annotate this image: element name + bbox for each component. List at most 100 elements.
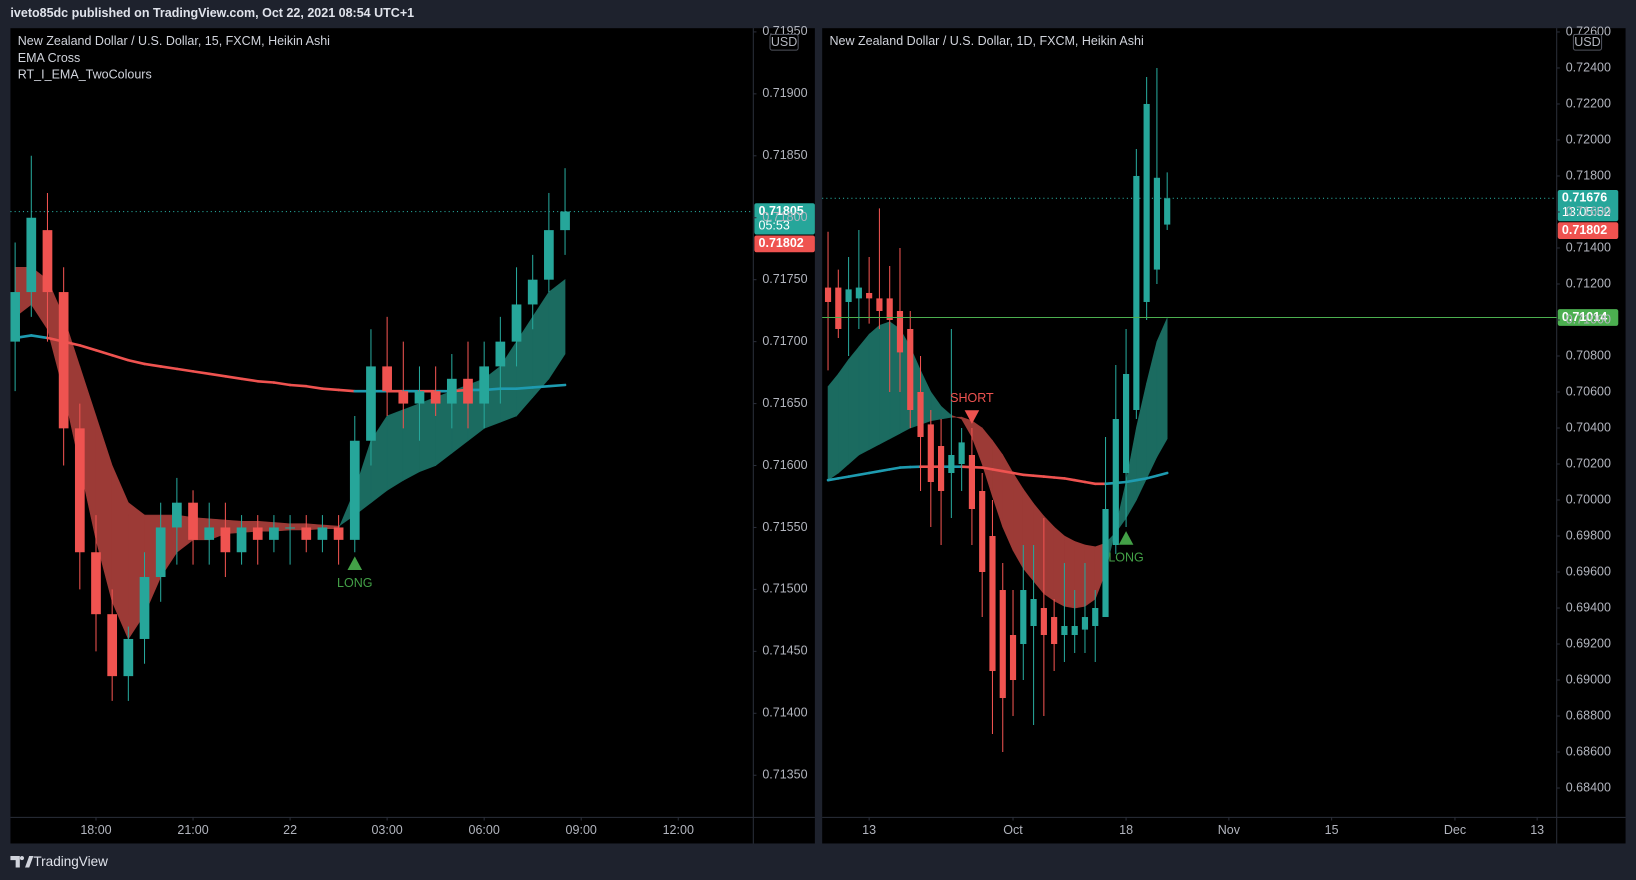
ema-ribbon (1043, 515, 1055, 602)
ema-line (857, 471, 871, 477)
ema-ribbon (868, 324, 880, 451)
y-tick-label: 0.70400 (1566, 420, 1611, 434)
signal-label: SHORT (950, 391, 994, 405)
footer-brand: TradingView (33, 854, 108, 869)
y-tick-label: 0.72000 (1566, 132, 1611, 146)
ema-ribbon (1053, 526, 1065, 607)
candle-body (896, 310, 904, 353)
candle-body (989, 536, 996, 672)
currency-label: USD (1574, 35, 1600, 49)
x-tick-label: Dec (1444, 823, 1466, 837)
ema-line (980, 466, 994, 471)
x-tick-label: 22 (283, 823, 297, 837)
signal-arrow (347, 556, 363, 570)
ema-line (1073, 478, 1087, 484)
indicator-name: EMA Cross (18, 51, 81, 65)
candle-body (252, 527, 263, 540)
ema-line (888, 466, 902, 471)
y-tick-label: 0.71900 (762, 86, 807, 100)
y-tick-label: 0.70800 (1566, 348, 1611, 362)
candle-body (139, 577, 150, 639)
ema-line (78, 344, 98, 352)
ema-line (847, 473, 861, 478)
candle-body (333, 527, 344, 540)
ema-line (1135, 477, 1148, 482)
y-tick-label: 0.71850 (762, 148, 807, 162)
ema-line (991, 468, 1005, 473)
chart-title: New Zealand Dollar / U.S. Dollar, 1D, FX… (829, 34, 1143, 48)
candle-body (1133, 175, 1140, 410)
ema-ribbon (1074, 540, 1086, 609)
x-tick-label: 13 (862, 823, 876, 837)
candle-body (886, 298, 893, 320)
candle-body (123, 638, 134, 677)
candle-body (1030, 599, 1037, 627)
signal-arrow (1118, 531, 1134, 545)
ema-line (1042, 475, 1056, 479)
candle-body (1153, 177, 1160, 270)
ema-line (337, 388, 357, 393)
candle-body (155, 527, 166, 578)
candle-body (236, 527, 247, 553)
prev-close-label: 0.71802 (759, 236, 804, 250)
candle-body (317, 527, 328, 540)
ema-line (1124, 478, 1138, 484)
candle-body (1122, 373, 1130, 473)
ema-ribbon (548, 279, 566, 380)
currency-label: USD (771, 35, 797, 49)
header-text: iveto85dc published on TradingView.com, … (10, 6, 414, 20)
x-tick-label: 21:00 (177, 823, 208, 837)
candle-body (958, 442, 965, 464)
x-tick-label: 13 (1530, 823, 1544, 837)
ema-line (867, 469, 881, 475)
x-tick-label: 12:00 (663, 823, 694, 837)
y-tick-label: 0.71350 (762, 768, 807, 782)
ema-line (110, 353, 130, 362)
ema-line (321, 387, 340, 392)
ema-ribbon (858, 333, 870, 456)
candle-body (1061, 626, 1068, 636)
ema-ribbon (879, 321, 891, 445)
level-label-box (1557, 309, 1619, 326)
y-tick-label: 0.69600 (1566, 564, 1611, 578)
ema-line (288, 383, 308, 388)
y-tick-label: 0.70600 (1566, 384, 1611, 398)
plot-area: LONG (10, 155, 570, 701)
candle-body (999, 590, 1006, 699)
ema-line (127, 358, 146, 366)
candle-body (495, 341, 506, 367)
y-tick-label: 0.71000 (1566, 312, 1611, 326)
ema-line (207, 372, 227, 378)
ema-ribbon (1064, 535, 1076, 609)
candle-body (1102, 509, 1109, 618)
ema-line (1063, 477, 1076, 482)
tradingview-logo[interactable]: TradingView (10, 854, 108, 869)
candle-body (876, 298, 883, 311)
y-tick-label: 0.71600 (762, 458, 807, 472)
candle-body (398, 391, 409, 404)
y-tick-label: 0.69000 (1566, 672, 1611, 686)
indicator-name: RT_I_EMA_TwoColours (18, 67, 152, 81)
logo-icon (10, 855, 34, 868)
countdown-label: 13:05:52 (1562, 205, 1611, 219)
x-tick-label: 18 (1119, 823, 1133, 837)
signal-label: LONG (1108, 551, 1143, 565)
candle-body (204, 527, 215, 540)
candle-body (91, 552, 101, 615)
candle-body (42, 230, 53, 293)
y-tick-label: 0.71800 (762, 210, 807, 224)
ema-line (547, 383, 567, 388)
candle-body (382, 366, 392, 392)
candle-body (544, 230, 554, 280)
y-tick-label: 0.68400 (1566, 780, 1611, 794)
candle-body (430, 391, 441, 404)
ema-line (1001, 469, 1015, 475)
x-tick-label: 15 (1325, 823, 1339, 837)
ema-line (256, 379, 276, 384)
ema-line (224, 375, 243, 381)
ema-line (1155, 471, 1169, 478)
last-price-box (754, 203, 815, 235)
ema-line (1083, 480, 1097, 486)
y-tick-label: 0.71700 (762, 334, 807, 348)
right-pane (822, 28, 1626, 844)
